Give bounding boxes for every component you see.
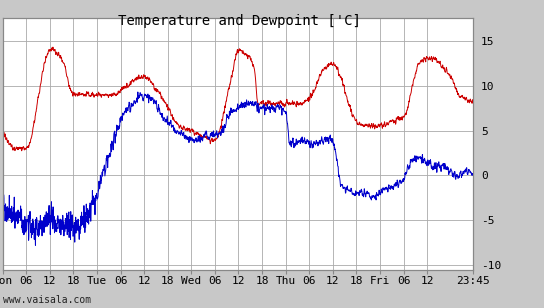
Text: Temperature and Dewpoint ['C]: Temperature and Dewpoint ['C] <box>118 14 361 28</box>
Text: www.vaisala.com: www.vaisala.com <box>3 295 91 305</box>
